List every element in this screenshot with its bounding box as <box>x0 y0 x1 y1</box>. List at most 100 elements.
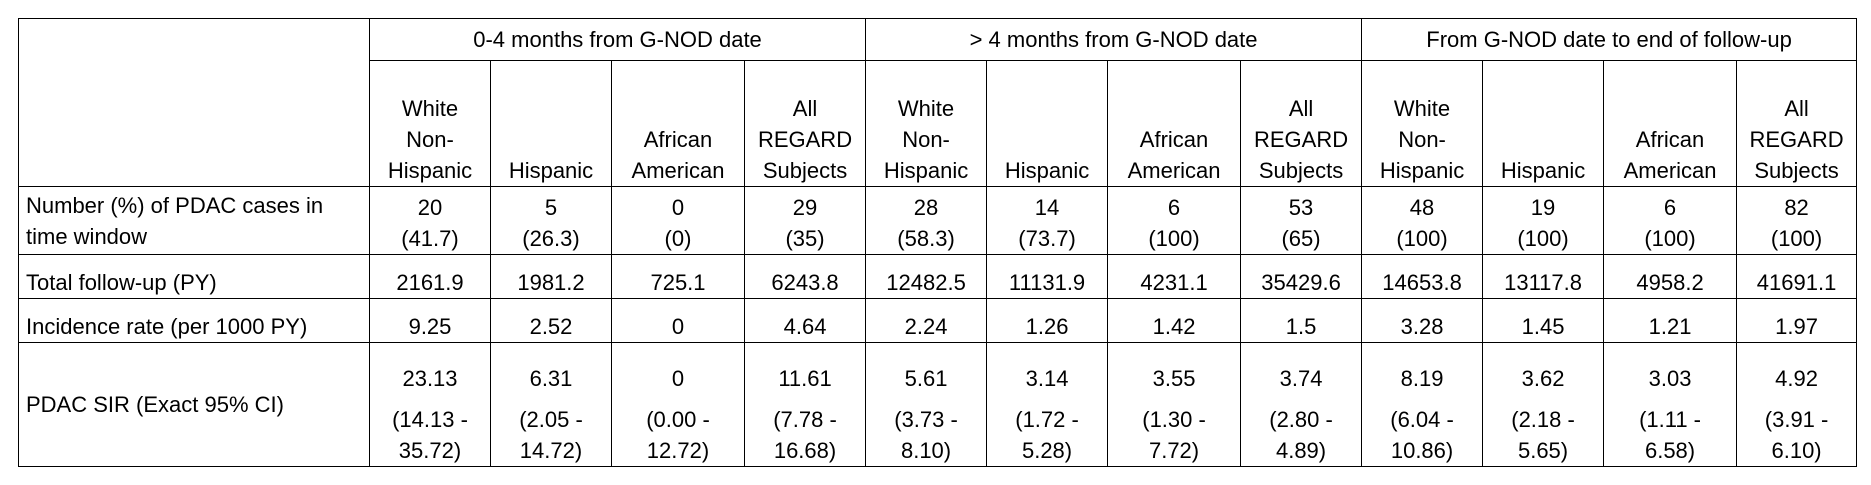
data-cell: 14 (73.7) <box>986 186 1109 255</box>
data-cell: 14653.8 <box>1361 254 1484 299</box>
data-cell: 82 (100) <box>1736 186 1858 255</box>
corner-cell <box>18 18 370 187</box>
cell-line: 3.62 <box>1521 366 1565 391</box>
table-row: Total follow-up (PY) 2161.9 1981.2 725.1 62… <box>18 254 1858 299</box>
cell-line: All <box>1288 96 1314 121</box>
cell-line: White <box>401 96 459 121</box>
data-cell: 6.31 (2.05 - 14.72) <box>490 342 612 467</box>
confidence-interval: (7.78 - 16.68) <box>749 404 861 466</box>
cell-line: White <box>897 96 955 121</box>
data-cell: 5 (26.3) <box>490 186 612 255</box>
cell-line: (3.73 - <box>894 407 958 432</box>
confidence-interval: (2.80 - 4.89) <box>1245 404 1357 466</box>
cell-line: Hispanic <box>1500 158 1586 183</box>
subcolumn-header: African American <box>1107 60 1242 187</box>
cell-line: 3.14 <box>1025 366 1069 391</box>
cell-line: 5.61 <box>904 366 948 391</box>
row-label-line: time window <box>26 223 148 249</box>
data-cell: 48 (100) <box>1361 186 1484 255</box>
data-cell: 2.24 <box>865 298 988 343</box>
data-cell: 2161.9 <box>369 254 491 299</box>
subcolumn-header: White Non- Hispanic <box>369 60 491 187</box>
cell-line: 6.58) <box>1644 438 1696 463</box>
data-cell: 3.74 (2.80 - 4.89) <box>1240 342 1363 467</box>
cell-line: 23.13 <box>402 366 458 391</box>
data-cell: 13117.8 <box>1482 254 1605 299</box>
table-body: 0-4 months from G-NOD date > 4 months fr… <box>18 18 1858 467</box>
cell-line: 5 <box>544 195 558 220</box>
data-cell: 3.03 (1.11 - 6.58) <box>1603 342 1738 467</box>
row-label-followup: Total follow-up (PY) <box>18 254 370 299</box>
subcolumn-header: All REGARD Subjects <box>743 60 867 187</box>
cell-line: REGARD <box>1253 127 1349 152</box>
data-cell: 53 (65) <box>1240 186 1363 255</box>
data-cell: 6243.8 <box>743 254 867 299</box>
cell-line: African <box>643 127 713 152</box>
cell-line: 10.86) <box>1390 438 1454 463</box>
data-cell: 4.64 <box>743 298 867 343</box>
cell-line: 14.72) <box>519 438 583 463</box>
row-label-incidence: Incidence rate (per 1000 PY) <box>18 298 370 343</box>
cell-line: (2.05 - <box>519 407 583 432</box>
confidence-interval: (2.05 - 14.72) <box>495 404 607 466</box>
cell-line: (6.04 - <box>1390 407 1454 432</box>
cell-line: 20 <box>417 195 443 220</box>
data-cell: 20 (41.7) <box>369 186 491 255</box>
table-row: Incidence rate (per 1000 PY) 9.25 2.52 0 4.… <box>18 298 1858 343</box>
cell-line: American <box>1623 158 1717 183</box>
data-cell: 6 (100) <box>1603 186 1738 255</box>
data-cell: 5.61 (3.73 - 8.10) <box>865 342 988 467</box>
cell-line: (100) <box>1517 226 1569 251</box>
cell-line: REGARD <box>1749 127 1844 152</box>
data-cell: 0 (0.00 - 12.72) <box>611 342 745 467</box>
group-header-0-4-months: 0-4 months from G-NOD date <box>368 18 867 61</box>
subcolumn-header: Hispanic <box>1482 60 1605 187</box>
data-cell: 0 <box>611 298 745 343</box>
cell-line: Hispanic <box>387 158 473 183</box>
cell-line: (100) <box>1770 226 1823 251</box>
data-cell: 0 (0) <box>611 186 745 255</box>
data-cell: 1.42 <box>1107 298 1242 343</box>
confidence-interval: (1.11 - 6.58) <box>1608 404 1732 466</box>
data-cell: 8.19 (6.04 - 10.86) <box>1361 342 1484 467</box>
data-cell: 1.26 <box>986 298 1109 343</box>
cell-line: White <box>1393 96 1451 121</box>
cell-line: African <box>1635 127 1705 152</box>
cell-line: 8.10) <box>900 438 952 463</box>
cell-line: (100) <box>1148 226 1200 251</box>
cell-line: Subjects <box>1754 158 1839 183</box>
cell-line: 5.65) <box>1517 438 1569 463</box>
subcolumn-header: White Non- Hispanic <box>865 60 988 187</box>
data-cell: 35429.6 <box>1240 254 1363 299</box>
cell-line: 48 <box>1409 195 1435 220</box>
cell-line: 4.92 <box>1775 366 1818 391</box>
cell-line: 28 <box>913 195 939 220</box>
data-cell: 1.5 <box>1240 298 1363 343</box>
cell-line: (2.18 - <box>1511 407 1575 432</box>
data-cell: 3.62 (2.18 - 5.65) <box>1482 342 1605 467</box>
cell-line: (58.3) <box>897 226 955 251</box>
data-cell: 1981.2 <box>490 254 612 299</box>
row-label-cases: Number (%) of PDAC cases in time window <box>18 186 370 255</box>
group-header-over-4-months: > 4 months from G-NOD date <box>865 18 1363 61</box>
group-header-full-follow-up: From G-NOD date to end of follow-up <box>1361 18 1858 61</box>
subcolumn-header: African American <box>1603 60 1738 187</box>
confidence-interval: (6.04 - 10.86) <box>1366 404 1478 466</box>
cell-line: 8.19 <box>1400 366 1444 391</box>
cell-line: 11.61 <box>778 366 832 391</box>
cell-line: Subjects <box>762 158 848 183</box>
confidence-interval: (3.91 - 6.10) <box>1741 404 1852 466</box>
subcolumn-header: White Non- Hispanic <box>1361 60 1484 187</box>
cell-line: Non- <box>1398 127 1446 152</box>
cell-line: (73.7) <box>1018 226 1076 251</box>
data-cell: 1.45 <box>1482 298 1605 343</box>
cell-line: 16.68) <box>773 438 837 463</box>
cell-line: All <box>1784 96 1809 121</box>
subcolumn-header: All REGARD Subjects <box>1736 60 1858 187</box>
cell-line: 6 <box>1663 195 1677 220</box>
cell-line: (100) <box>1644 226 1696 251</box>
data-cell: 2.52 <box>490 298 612 343</box>
cell-line: (0) <box>664 226 692 251</box>
data-cell: 4.92 (3.91 - 6.10) <box>1736 342 1858 467</box>
pdac-results-table: 0-4 months from G-NOD date > 4 months fr… <box>18 18 1858 467</box>
